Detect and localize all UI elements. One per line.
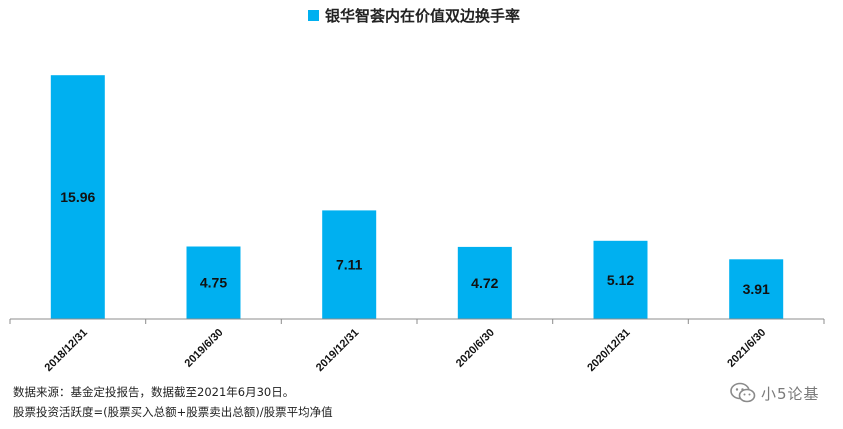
data-label: 5.12	[607, 272, 634, 288]
legend-label: 银华智荟内在价值双边换手率	[325, 7, 520, 25]
x-tick-label: 2019/6/30	[183, 327, 226, 370]
bar	[50, 75, 105, 319]
x-axis: 2018/12/31 2019/6/30 2019/12/31 2020/6/30 20…	[9, 318, 825, 374]
bar-chart: 银华智荟内在价值双边换手率 15.964.757.114.72 5.123.91 …	[9, 7, 825, 374]
bar	[186, 246, 241, 319]
bars-group: 15.96 4.75 7.11 4.72 5.12 3.91	[50, 75, 784, 319]
data-label: 15.96	[60, 189, 95, 205]
legend-swatch	[308, 10, 319, 21]
x-tick-label: 2020/6/30	[454, 327, 497, 370]
x-tick-label: 2018/12/31	[43, 327, 90, 374]
x-tick-label: 2021/6/30	[725, 327, 768, 370]
bar	[322, 210, 377, 319]
x-tick-label: 2019/12/31	[314, 327, 361, 374]
watermark: 小5论基	[730, 376, 820, 410]
wechat-icon	[730, 382, 756, 403]
data-label: 4.75	[200, 275, 227, 291]
bar	[457, 246, 512, 319]
watermark-text: 小5论基	[761, 384, 820, 403]
chart-legend: 银华智荟内在价值双边换手率	[308, 7, 520, 25]
source-footnote: 数据来源：基金定投报告，数据截至2021年6月30日。	[13, 385, 295, 399]
formula-footnote: 股票投资活跃度=(股票买入总额+股票卖出总额)/股票平均净值	[13, 405, 333, 419]
x-tick-label: 2020/12/31	[585, 327, 632, 374]
bar	[729, 259, 784, 319]
data-label: 7.11	[336, 257, 363, 273]
data-label: 3.91	[743, 281, 770, 297]
bar	[593, 240, 648, 319]
data-label: 4.72	[471, 275, 498, 291]
